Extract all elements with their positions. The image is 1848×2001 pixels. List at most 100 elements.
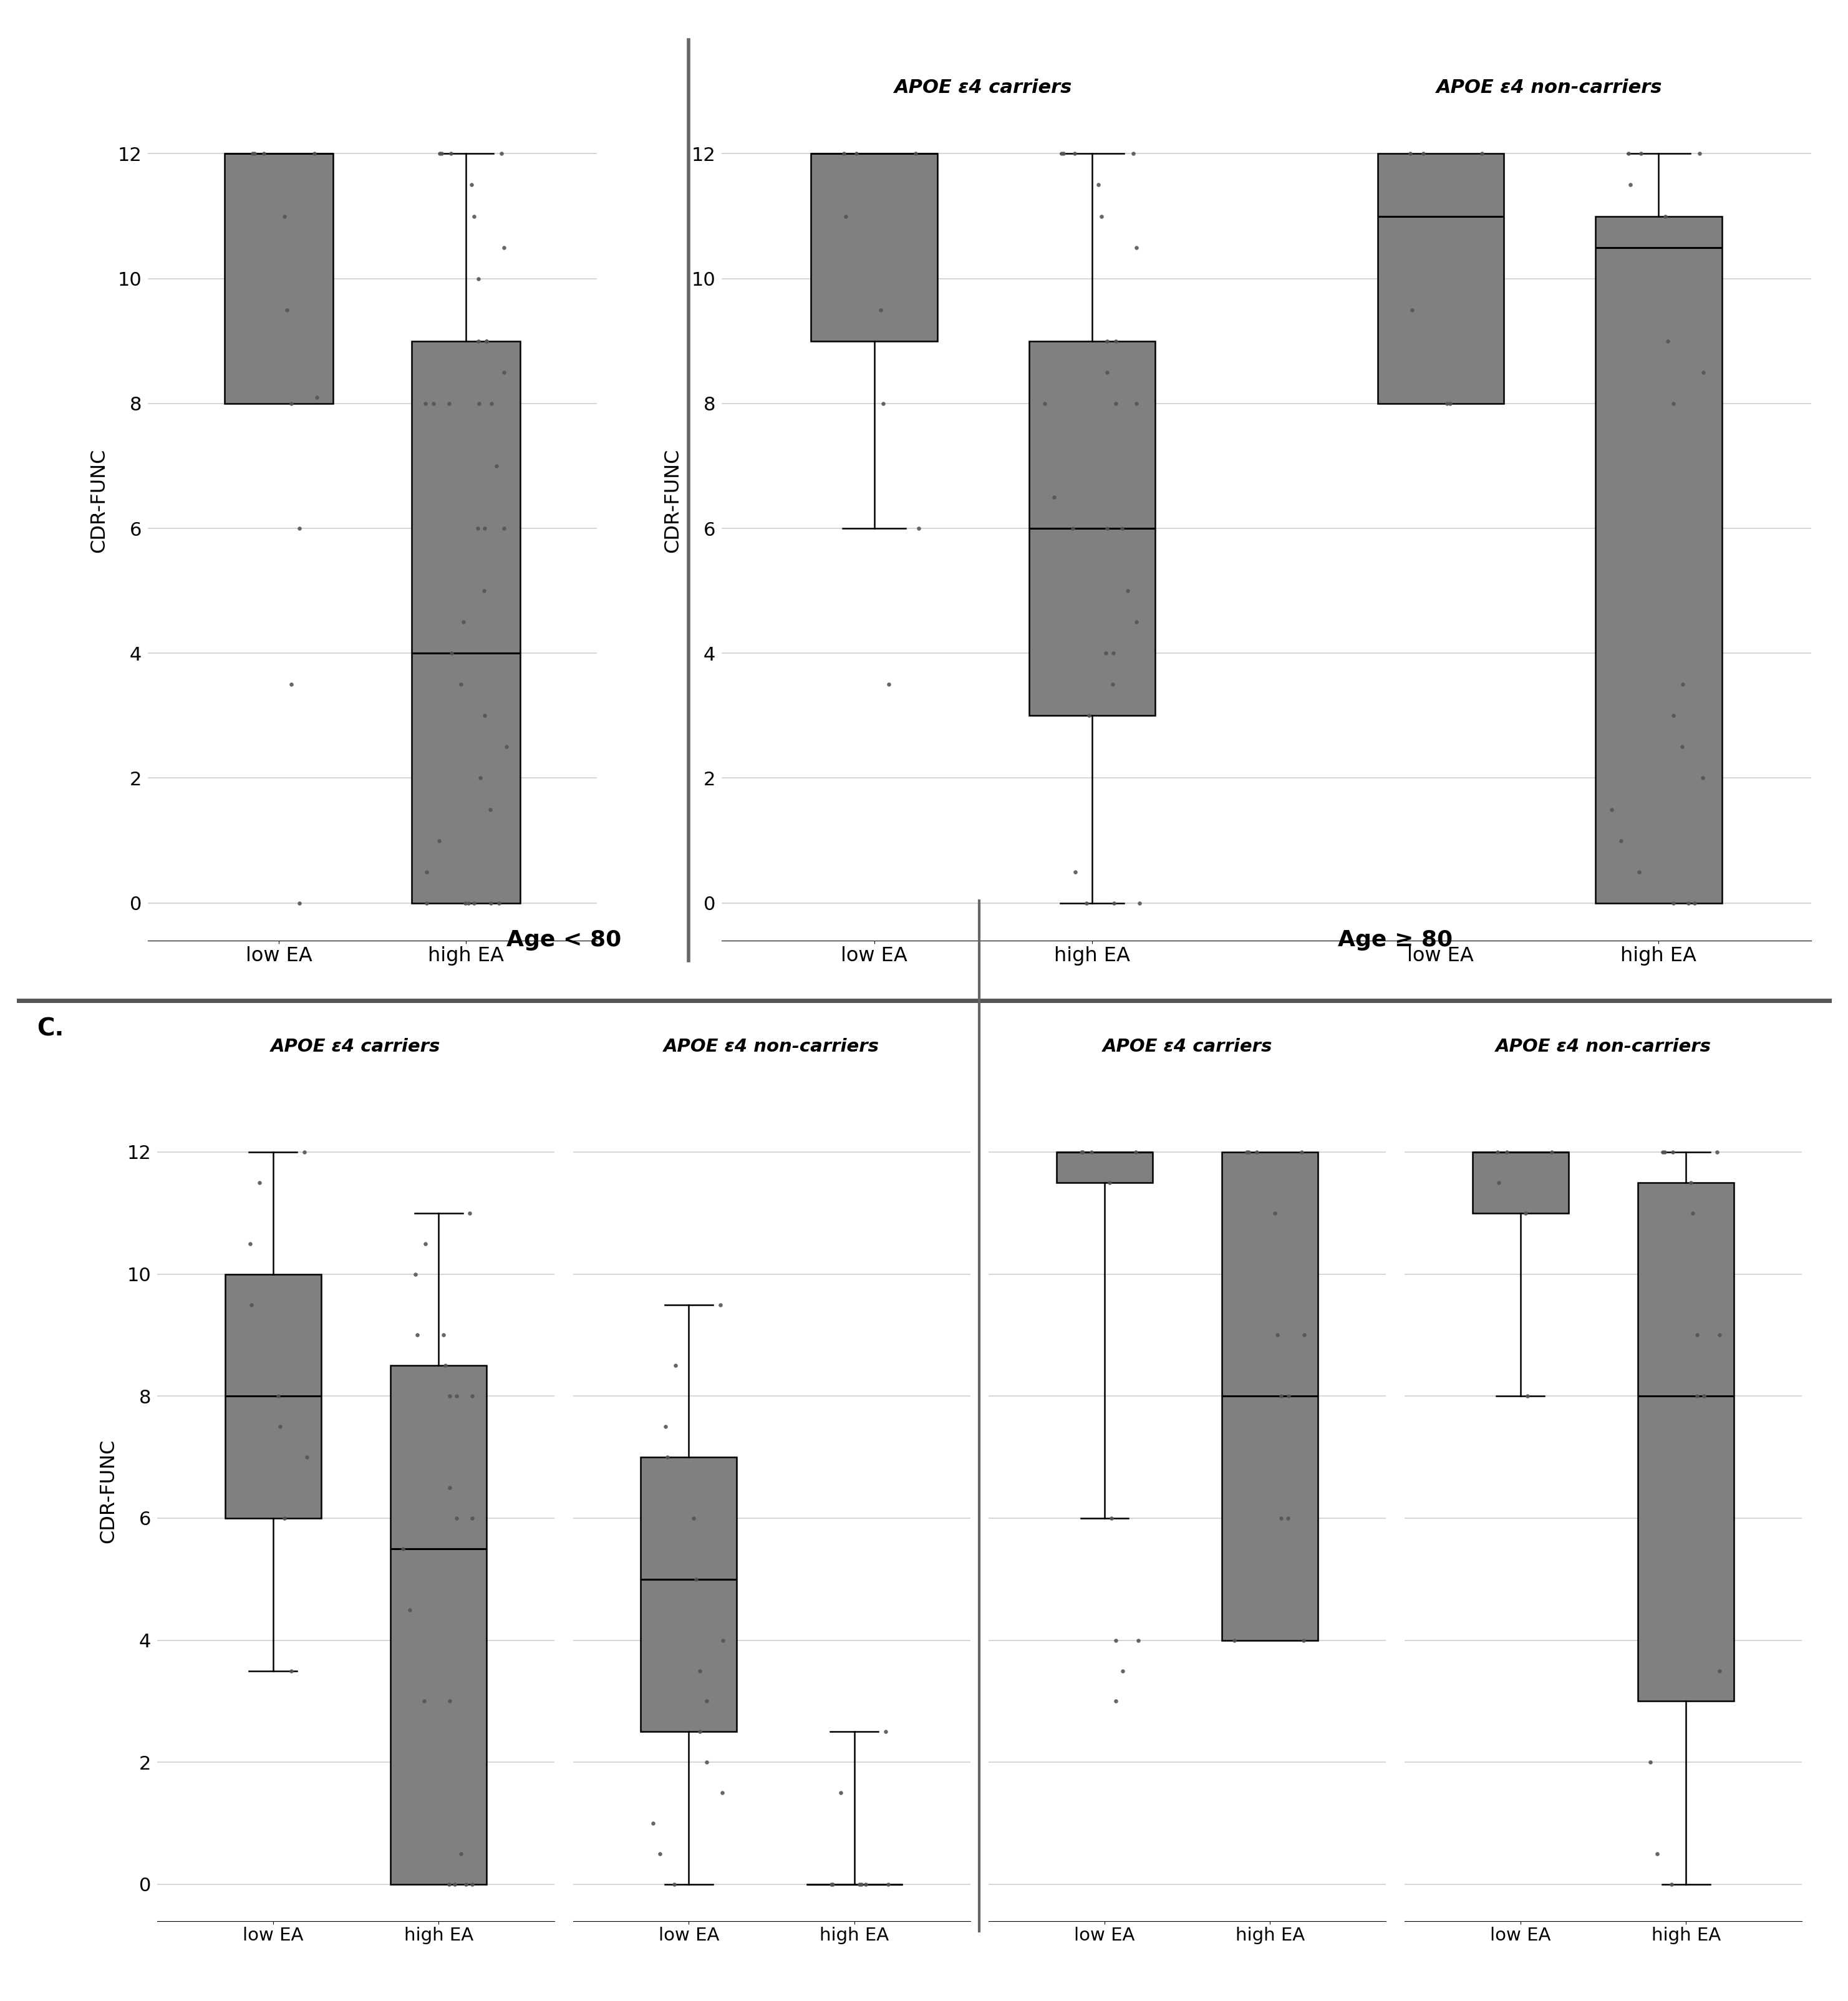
Point: [1029, 388, 1059, 420]
Point: [1674, 886, 1704, 918]
Point: [817, 1869, 846, 1901]
Point: [1676, 1167, 1706, 1199]
Title: APOE ε4 carriers: APOE ε4 carriers: [1103, 1039, 1271, 1057]
Point: [1467, 138, 1497, 170]
Point: [850, 1869, 880, 1901]
Point: [1260, 1197, 1290, 1229]
Point: [1039, 480, 1068, 512]
Point: [832, 200, 861, 232]
Point: [249, 138, 279, 170]
Point: [1234, 1137, 1264, 1169]
Point: [427, 138, 456, 170]
Bar: [390, 1365, 486, 1885]
Point: [395, 1593, 425, 1625]
Point: [638, 1807, 667, 1839]
Point: [1050, 138, 1079, 170]
Title: APOE ε4 non-carriers: APOE ε4 non-carriers: [663, 1039, 880, 1057]
Y-axis label: CDR-FUNC: CDR-FUNC: [663, 448, 682, 552]
Point: [1650, 200, 1680, 232]
Point: [237, 1289, 266, 1321]
Point: [451, 886, 480, 918]
Point: [1090, 636, 1120, 668]
Point: [1100, 886, 1129, 918]
Point: [434, 1869, 464, 1901]
Point: [1083, 168, 1112, 200]
Point: [1092, 356, 1122, 388]
Point: [1650, 1137, 1680, 1169]
Bar: [412, 340, 519, 902]
Point: [691, 1747, 721, 1779]
Point: [1656, 1869, 1685, 1901]
Point: [1286, 1137, 1316, 1169]
Point: [1685, 138, 1715, 170]
Point: [1678, 1197, 1708, 1229]
Point: [1101, 1625, 1131, 1657]
Point: [235, 1227, 264, 1259]
Point: [492, 730, 521, 762]
Point: [475, 792, 505, 824]
Point: [471, 324, 501, 356]
Point: [464, 388, 493, 420]
Point: [442, 1503, 471, 1535]
Title: APOE ε4 non-carriers: APOE ε4 non-carriers: [1495, 1039, 1711, 1057]
Point: [1124, 1625, 1153, 1657]
Point: [490, 356, 519, 388]
Point: [1057, 512, 1087, 544]
Point: [458, 886, 488, 918]
Point: [826, 1777, 856, 1809]
Bar: [811, 154, 937, 340]
Point: [1262, 1319, 1292, 1351]
Y-axis label: CDR-FUNC: CDR-FUNC: [98, 1439, 118, 1543]
Point: [1648, 1137, 1678, 1169]
Point: [458, 1503, 488, 1535]
Point: [423, 824, 453, 856]
Point: [477, 388, 506, 420]
Point: [303, 382, 333, 414]
Point: [869, 388, 898, 420]
Point: [1242, 1137, 1271, 1169]
Point: [419, 388, 449, 420]
Point: [410, 1227, 440, 1259]
Point: [440, 1869, 469, 1901]
Point: [490, 512, 519, 544]
Point: [447, 1837, 477, 1869]
Point: [1624, 856, 1654, 888]
Y-axis label: CDR-FUNC: CDR-FUNC: [89, 448, 109, 552]
Point: [1094, 1167, 1124, 1199]
Point: [1643, 1837, 1672, 1869]
Point: [1266, 1503, 1295, 1535]
Point: [1658, 1137, 1687, 1169]
Point: [845, 1869, 874, 1901]
Point: [484, 886, 514, 918]
Bar: [1595, 216, 1722, 902]
Point: [1061, 856, 1090, 888]
Point: [477, 886, 506, 918]
Point: [1606, 824, 1635, 856]
Point: [285, 512, 314, 544]
Point: [244, 1167, 274, 1199]
Point: [464, 262, 493, 294]
Point: [846, 1869, 876, 1901]
Point: [469, 512, 499, 544]
Point: [1273, 1503, 1303, 1535]
Point: [434, 1685, 464, 1717]
Point: [1652, 324, 1682, 356]
Point: [1112, 574, 1142, 606]
Point: [277, 1655, 307, 1687]
Point: [904, 512, 933, 544]
Point: [1512, 1381, 1541, 1413]
Point: [482, 450, 512, 482]
Point: [1087, 200, 1116, 232]
Point: [1122, 388, 1151, 420]
Point: [1484, 1167, 1514, 1199]
Point: [652, 1441, 682, 1473]
Point: [272, 294, 301, 326]
Point: [1689, 1381, 1719, 1413]
Point: [240, 138, 270, 170]
Point: [1101, 324, 1131, 356]
Point: [680, 1563, 710, 1595]
Point: [1122, 606, 1151, 638]
Text: Age < 80: Age < 80: [506, 928, 621, 950]
Point: [1290, 1625, 1319, 1657]
Point: [1510, 1197, 1539, 1229]
